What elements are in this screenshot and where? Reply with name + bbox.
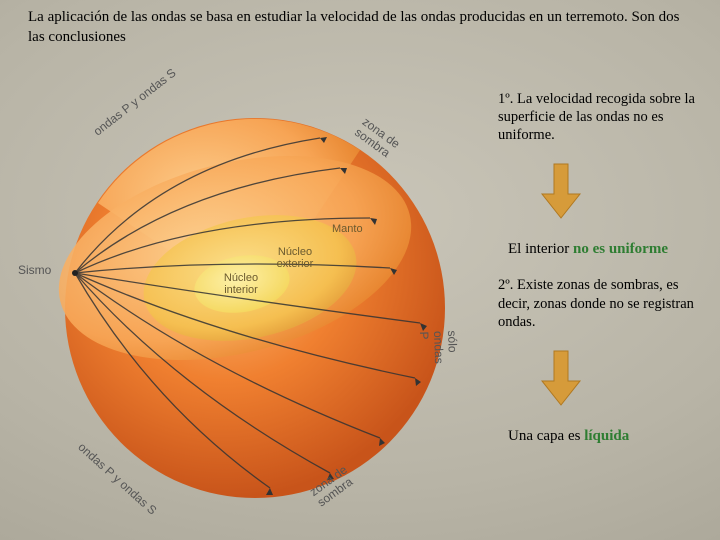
right-column: 1º. La velocidad recogida sobre la super…	[498, 90, 698, 463]
label-manto: Manto	[332, 223, 363, 235]
conclusion-1-highlight: no es uniforme	[573, 241, 668, 257]
header-text: La aplicación de las ondas se basa en es…	[28, 8, 692, 47]
down-arrow-icon	[538, 162, 584, 222]
conclusion-2-pre: Una capa es	[508, 428, 584, 444]
down-arrow-icon	[538, 349, 584, 409]
label-nucleo-ext: Núcleo exterior	[270, 246, 320, 270]
paragraph-1: 1º. La velocidad recogida sobre la super…	[498, 90, 698, 144]
conclusion-2-highlight: líquida	[584, 428, 629, 444]
conclusion-1-pre: El interior	[508, 241, 573, 257]
label-sismo: Sismo	[18, 263, 51, 277]
conclusion-1: El interior no es uniforme	[498, 241, 698, 258]
paragraph-2: 2º. Existe zonas de sombras, es decir, z…	[498, 276, 698, 330]
conclusion-2: Una capa es líquida	[498, 428, 698, 445]
earth-diagram: Sismo ondas P y ondas S ondas P y ondas …	[20, 68, 480, 528]
label-solo-p: sólo ondas P	[417, 330, 460, 373]
label-nucleo-int: Núcleo interior	[216, 272, 266, 296]
